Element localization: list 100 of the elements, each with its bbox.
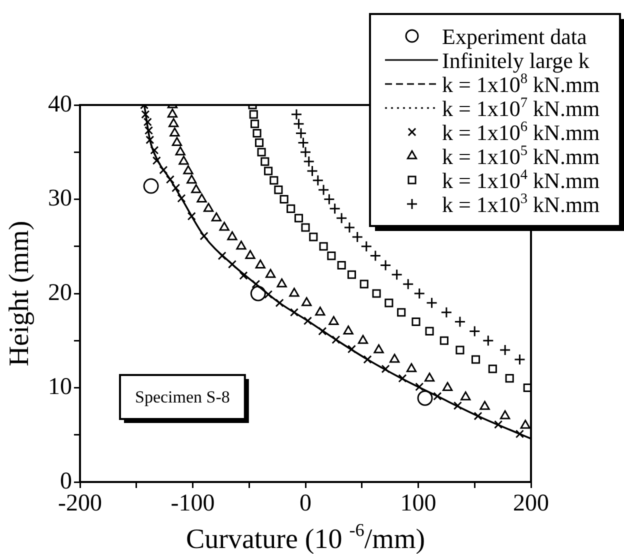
point [414,288,426,300]
point [265,268,276,278]
point [402,278,414,290]
point [170,128,180,137]
point [505,374,514,383]
point [424,372,435,382]
point [270,176,278,185]
point [515,430,524,438]
point [389,354,400,363]
point [168,118,179,128]
point [255,259,266,268]
point [347,270,356,279]
point [372,289,381,298]
point [286,204,296,213]
point [358,334,368,344]
point [309,232,318,242]
point [488,364,497,374]
point [370,250,382,262]
point [264,166,273,176]
point [175,146,186,156]
annotation: Specimen S-8 [135,387,230,406]
point [343,325,354,334]
point [211,212,222,222]
point [454,316,466,328]
point [460,391,471,400]
point [397,308,406,317]
point [227,231,238,240]
point [186,174,197,184]
legend-label: Infinitely large k [442,48,590,73]
point [406,363,417,372]
y-tick-label: 40 [48,91,72,118]
point [500,410,510,420]
point [327,252,336,260]
point [352,231,364,243]
point [440,336,448,345]
point [191,184,202,194]
point [196,194,207,202]
x-tick-label: 100 [400,490,436,517]
point [360,280,368,288]
y-tick-label: 10 [48,374,72,400]
point [319,242,328,251]
point [337,260,346,270]
legend-label: Experiment data [442,24,588,49]
point [250,286,266,302]
point [312,174,324,186]
point [336,212,348,224]
point [494,420,503,429]
x-tick-label: 0 [300,490,312,517]
point [468,325,480,337]
point [236,240,246,250]
y-tick-label: 30 [48,186,72,212]
point [328,316,339,326]
point [482,334,494,346]
point [289,288,300,297]
x-tick-label: 200 [513,490,549,517]
point [374,344,384,354]
point [499,344,511,356]
point [417,390,433,406]
point [257,148,266,156]
point [318,184,330,196]
point [306,165,318,177]
point [380,259,392,271]
point [183,165,194,174]
point [300,146,312,158]
point [249,110,258,119]
point [250,120,260,128]
point [294,214,304,222]
y-axis-title: Height (mm) [4,220,36,366]
point [274,186,283,194]
point [303,156,315,168]
point [260,157,270,166]
point [297,136,309,148]
point [523,383,531,392]
point [203,202,214,212]
point [245,250,256,260]
point [480,400,490,410]
point [315,306,326,316]
point [520,420,530,429]
point [425,326,434,336]
point [252,128,262,138]
point [329,202,341,214]
point [292,118,304,130]
point [360,240,372,252]
point [514,354,526,366]
point [167,108,178,118]
point [301,223,310,232]
point [323,194,335,205]
point [344,222,356,234]
point [412,317,420,326]
point [276,278,287,288]
point [280,194,288,204]
point [426,297,438,309]
point [456,346,464,354]
y-tick-label: 20 [48,280,72,306]
point [178,156,189,165]
point [295,128,307,140]
point [384,298,394,308]
point [302,297,312,306]
point [143,178,159,194]
point [442,382,453,391]
